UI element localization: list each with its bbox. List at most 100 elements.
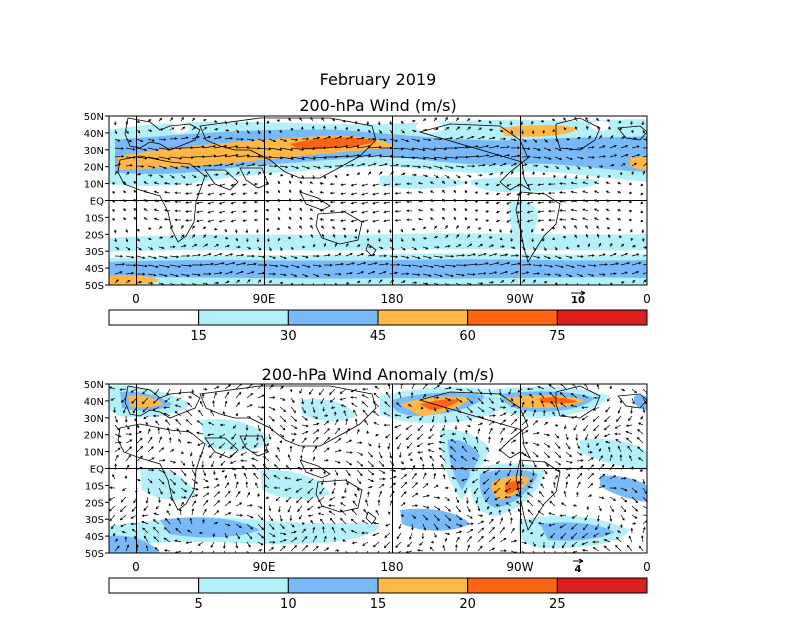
lon-label: 180	[381, 292, 404, 306]
wind-arrow	[246, 246, 252, 250]
wind-arrow	[630, 120, 633, 125]
wind-arrow	[411, 482, 418, 489]
colorbar-swatch	[377, 309, 469, 326]
wind-arrow	[620, 496, 628, 503]
wind-arrow	[554, 147, 562, 152]
wind-arrow	[372, 201, 380, 205]
wind-arrow	[308, 388, 314, 395]
wind-arrow	[165, 419, 171, 426]
wind-arrow	[582, 394, 589, 399]
wind-arrow	[290, 273, 298, 277]
wind-arrow	[587, 156, 595, 159]
wind-arrow	[620, 153, 629, 158]
wind-arrow	[179, 508, 182, 516]
wind-arrow	[542, 171, 546, 176]
wind-arrow	[323, 535, 327, 543]
wind-arrow	[521, 279, 526, 284]
wind-arrow	[396, 532, 402, 540]
wind-arrow	[463, 437, 468, 444]
wind-arrow	[565, 246, 570, 249]
wind-arrow	[268, 172, 273, 176]
wind-arrow	[147, 119, 152, 122]
wind-arrow	[598, 505, 602, 512]
wind-arrow	[111, 209, 116, 212]
wind-arrow	[114, 447, 121, 453]
colorbar-swatch	[377, 577, 469, 594]
wind-arrow	[289, 207, 292, 212]
wind-arrow	[114, 538, 119, 543]
wind-arrow	[202, 135, 211, 140]
wind-arrow	[455, 225, 459, 230]
wind-arrow	[361, 201, 369, 205]
wind-arrow	[620, 144, 629, 149]
wind-arrow	[559, 182, 567, 185]
wind-arrow	[453, 207, 457, 212]
wind-arrow	[398, 523, 402, 530]
wind-arrow	[631, 253, 640, 257]
wind-arrow	[510, 451, 515, 454]
wind-arrow	[235, 262, 247, 266]
wind-arrow	[598, 463, 605, 471]
wind-arrow	[158, 436, 162, 444]
wind-arrow	[429, 208, 435, 212]
wind-arrow	[213, 386, 220, 390]
wind-arrow	[174, 209, 182, 213]
wind-arrow	[253, 472, 259, 480]
wind-arrow	[565, 460, 573, 464]
wind-arrow	[554, 246, 558, 251]
wind-arrow	[455, 505, 461, 513]
wind-arrow	[506, 219, 512, 223]
wind-arrow	[433, 406, 437, 412]
wind-arrow	[488, 228, 492, 232]
wind-arrow	[334, 418, 339, 426]
wind-arrow	[257, 514, 264, 521]
wind-arrow	[444, 486, 449, 490]
wind-arrow	[454, 425, 458, 430]
wind-arrow	[411, 165, 422, 169]
wind-arrow	[366, 120, 370, 126]
wind-arrow	[341, 527, 347, 534]
wind-arrow	[301, 165, 310, 170]
wind-arrow	[169, 282, 175, 285]
wind-arrow	[256, 237, 260, 243]
wind-arrow	[510, 410, 517, 417]
wind-arrow	[191, 234, 196, 239]
wind-arrow	[224, 490, 231, 498]
wind-arrow	[142, 527, 149, 534]
wind-arrow	[606, 397, 611, 402]
wind-arrow	[598, 273, 606, 276]
wind-arrow	[466, 234, 471, 239]
wind-arrow	[526, 387, 534, 391]
wind-arrow	[301, 415, 308, 421]
wind-arrow	[570, 181, 578, 185]
wind-arrow	[143, 181, 149, 185]
wind-arrow	[586, 174, 589, 180]
wind-arrow	[312, 406, 316, 413]
wind-arrow	[587, 135, 592, 140]
wind-arrow	[383, 210, 391, 214]
wind-arrow	[334, 549, 340, 552]
wind-arrow	[482, 478, 490, 485]
wind-arrow	[289, 180, 292, 185]
wind-arrow	[444, 273, 454, 278]
wind-arrow	[617, 182, 622, 185]
wind-arrow	[353, 409, 358, 417]
wind-arrow	[257, 523, 265, 531]
wind-arrow	[351, 541, 358, 545]
wind-arrow	[367, 162, 377, 167]
wind-arrow	[618, 120, 622, 124]
wind-arrow	[444, 136, 454, 140]
lon-labels: 0 90E 180 90W 0	[132, 560, 651, 574]
wind-arrow	[597, 174, 600, 179]
colorbar-swatch	[108, 577, 200, 594]
wind-arrow	[521, 528, 525, 534]
wind-arrow	[510, 154, 521, 158]
wind-arrow	[641, 228, 645, 234]
wind-arrow	[145, 422, 149, 426]
wind-arrow	[532, 264, 543, 267]
wind-arrow	[319, 191, 325, 194]
wind-arrow	[350, 529, 358, 534]
wind-arrow	[620, 523, 623, 529]
wind-arrow	[323, 547, 330, 552]
wind-arrow	[477, 173, 483, 177]
